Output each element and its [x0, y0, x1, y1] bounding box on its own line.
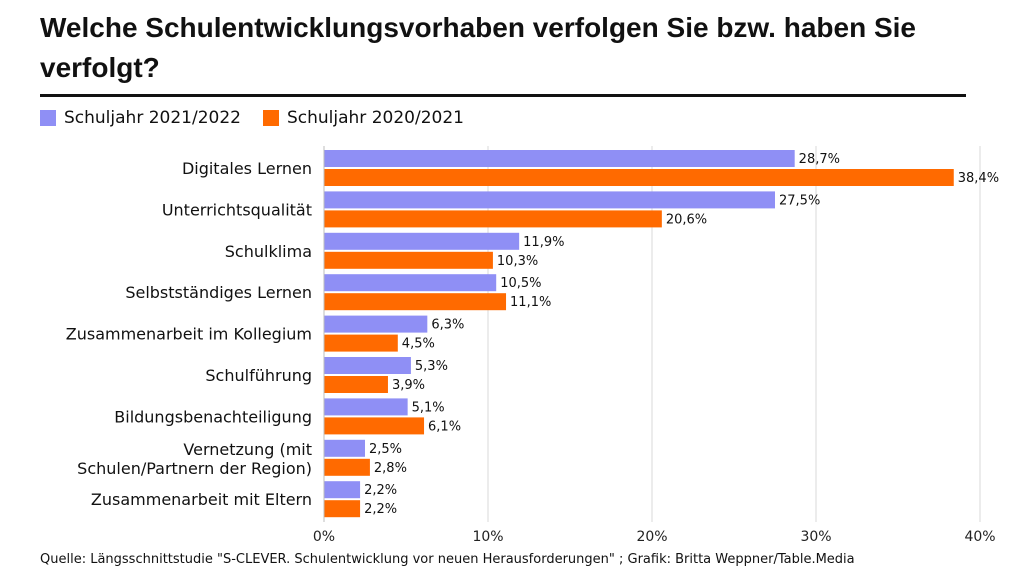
- category-label: Selbstständiges Lernen: [125, 283, 312, 302]
- bar-2020-2021: [324, 210, 662, 228]
- category-label: Schulklima: [225, 242, 312, 261]
- bar-2020-2021: [324, 169, 954, 186]
- data-label: 27,5%: [779, 193, 820, 208]
- data-label: 2,2%: [364, 483, 397, 498]
- data-label: 6,1%: [428, 419, 461, 434]
- category-label: Zusammenarbeit mit Eltern: [91, 490, 312, 509]
- data-label: 20,6%: [666, 212, 707, 227]
- category-label: Unterrichtsqualität: [162, 200, 312, 219]
- data-label: 6,3%: [431, 318, 464, 333]
- legend-label-2020-2021: Schuljahr 2020/2021: [286, 108, 464, 128]
- data-label: 10,5%: [500, 276, 541, 291]
- legend-label-2021-2022: Schuljahr 2021/2022: [64, 108, 241, 128]
- category-label: Bildungsbenachteiligung: [114, 407, 312, 426]
- category-label: Vernetzung (mit: [183, 440, 312, 459]
- bar-chart: 0% 10% 20% 30% 40% 28,7% 38,4% Digitales Lernen…: [66, 146, 999, 545]
- data-label: 38,4%: [958, 171, 999, 186]
- x-tick-label: 40%: [964, 529, 995, 545]
- chart-legend: Schuljahr 2021/2022 Schuljahr 2020/2021: [40, 108, 486, 128]
- data-label: 2,8%: [374, 461, 407, 476]
- bar-2021-2022: [324, 191, 775, 209]
- x-tick-label: 20%: [636, 529, 667, 545]
- category-label: Schulen/Partnern der Region): [77, 459, 312, 478]
- data-label: 5,3%: [415, 359, 448, 374]
- bar-2021-2022: [324, 232, 520, 250]
- x-tick-label: 0%: [313, 529, 335, 545]
- bar-2020-2021: [324, 376, 388, 393]
- bar-2021-2022: [324, 315, 428, 333]
- legend-swatch-2020-2021: [262, 110, 279, 126]
- bar-2020-2021: [324, 251, 493, 269]
- bar-2020-2021: [324, 334, 398, 352]
- data-label: 2,2%: [364, 502, 397, 517]
- data-label: 4,5%: [402, 337, 435, 352]
- data-label: 3,9%: [392, 378, 425, 393]
- source-note: Quelle: Längsschnittstudie "S-CLEVER. Sc…: [40, 552, 855, 567]
- bar-2021-2022: [324, 150, 795, 167]
- bar-2021-2022: [324, 398, 408, 416]
- bar-2020-2021: [324, 458, 370, 476]
- legend-item-2020-2021: Schuljahr 2020/2021: [262, 108, 464, 128]
- x-tick-label: 10%: [472, 529, 503, 545]
- data-label: 10,3%: [497, 254, 538, 269]
- data-label: 2,5%: [369, 442, 402, 457]
- bar-2021-2022: [324, 439, 365, 457]
- chart-title: Welche Schulentwicklungsvorhaben verfolg…: [40, 12, 916, 83]
- category-label: Schulführung: [205, 366, 312, 385]
- legend-item-2021-2022: Schuljahr 2021/2022: [40, 108, 241, 128]
- category-label: Digitales Lernen: [182, 159, 312, 178]
- x-tick-label: 30%: [800, 529, 831, 545]
- bar-2021-2022: [324, 481, 361, 499]
- data-label: 11,9%: [523, 235, 564, 250]
- bar-2021-2022: [324, 274, 497, 292]
- legend-swatch-2021-2022: [40, 110, 56, 126]
- data-label: 28,7%: [799, 152, 840, 167]
- bar-2020-2021: [324, 500, 361, 518]
- data-label: 11,1%: [510, 295, 551, 310]
- title-divider: [40, 94, 966, 97]
- bar-2020-2021: [324, 293, 507, 311]
- data-label: 5,1%: [412, 400, 445, 415]
- bar-2020-2021: [324, 417, 425, 435]
- bar-2021-2022: [324, 357, 411, 374]
- category-label: Zusammenarbeit im Kollegium: [66, 325, 312, 344]
